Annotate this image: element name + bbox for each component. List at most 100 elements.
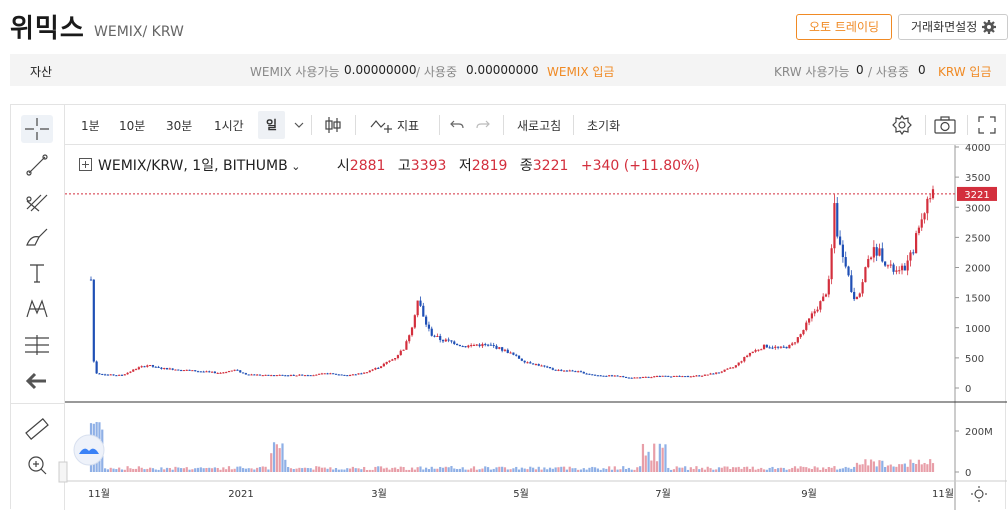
- redo-icon[interactable]: [475, 117, 491, 133]
- candle-body: [571, 370, 574, 372]
- pattern-icon: [26, 299, 48, 318]
- candle-body: [278, 374, 281, 376]
- volume-bar: [467, 469, 470, 472]
- volume-bar: [819, 469, 822, 472]
- collapse-handle: [58, 461, 68, 483]
- volume-bar: [760, 467, 763, 472]
- volume-bar: [796, 468, 799, 472]
- candle-body: [523, 360, 526, 363]
- candle-body: [712, 373, 715, 375]
- camera-icon[interactable]: [933, 115, 957, 135]
- volume-bar: [191, 469, 194, 472]
- candle-body: [858, 293, 861, 297]
- brush-tool[interactable]: [21, 223, 53, 251]
- volume-bar: [751, 466, 754, 472]
- ruler-icon: [25, 335, 49, 355]
- undo-icon[interactable]: [449, 117, 465, 133]
- volume-bar: [681, 467, 684, 472]
- volume-bar: [306, 468, 309, 472]
- reset-button[interactable]: 초기화: [587, 119, 621, 133]
- candle-body: [413, 315, 416, 328]
- volume-bar: [827, 467, 830, 472]
- candle-body: [103, 374, 107, 376]
- interval-30m[interactable]: 30분: [166, 119, 193, 133]
- volume-bar: [115, 469, 118, 472]
- toolbar-sep: [573, 115, 574, 135]
- candle-body: [647, 376, 650, 378]
- toolbar-sep: [967, 115, 968, 135]
- chevron-down-icon[interactable]: [293, 119, 305, 131]
- drawing-toolbar: [11, 105, 65, 510]
- screen-settings-button[interactable]: 거래화면설정: [898, 14, 1008, 40]
- measure-tool[interactable]: [21, 415, 53, 443]
- candle-body: [929, 198, 932, 200]
- text-tool[interactable]: [21, 259, 53, 287]
- fib-tool[interactable]: [21, 331, 53, 359]
- candle-body: [906, 260, 909, 271]
- volume-bar: [793, 466, 797, 472]
- volume-bar: [216, 467, 219, 472]
- candle-body: [582, 371, 585, 374]
- volume-bar: [461, 467, 464, 472]
- candle-body: [391, 359, 394, 361]
- interval-10m[interactable]: 10분: [119, 119, 146, 133]
- volume-bar: [591, 466, 594, 472]
- wemix-deposit-link[interactable]: WEMIX 입금: [547, 65, 615, 79]
- volume-bar: [239, 466, 242, 472]
- candle-body: [923, 213, 926, 220]
- zoom-tool[interactable]: [21, 451, 53, 479]
- volume-bar: [712, 469, 715, 472]
- volume-bar: [757, 468, 760, 472]
- legend-symbol[interactable]: WEMIX/KRW, 1일, BITHUMB: [98, 158, 288, 174]
- legend-expand-icon[interactable]: [79, 158, 92, 171]
- candle-body: [698, 375, 701, 377]
- volume-bar: [822, 467, 825, 472]
- volume-bar: [641, 443, 645, 472]
- krw-deposit-link[interactable]: KRW 입금: [938, 65, 992, 79]
- candle-body: [379, 366, 383, 368]
- volume-bar: [664, 444, 667, 472]
- crosshair-tool[interactable]: [21, 115, 53, 143]
- candle-body: [340, 374, 343, 376]
- indicator-icon[interactable]: [369, 115, 393, 135]
- volume-bar: [346, 468, 349, 472]
- volume-bar: [295, 468, 298, 472]
- price-chart[interactable]: 4000 3500 3000 2500 2000 1500 1000 500 0 200M 0 11월…: [11, 105, 1007, 510]
- volume-bar: [788, 469, 791, 472]
- gear-icon[interactable]: [891, 114, 913, 136]
- candle-body: [700, 375, 704, 377]
- candle-body: [678, 375, 681, 377]
- volume-bar: [579, 469, 583, 472]
- volume-bar: [509, 469, 512, 472]
- asset-bar: 자산 WEMIX 사용가능 0.00000000 / 사용중 0.0000000…: [10, 54, 1006, 86]
- candle-body: [681, 376, 684, 378]
- volume-bar: [593, 467, 597, 472]
- indicator-button[interactable]: 지표: [397, 119, 420, 133]
- interval-1h[interactable]: 1시간: [214, 119, 244, 133]
- candle-type-icon[interactable]: [323, 115, 343, 135]
- volume-bar: [202, 468, 205, 472]
- candle-body: [720, 371, 723, 373]
- candle-body: [574, 371, 577, 373]
- trendline-tool[interactable]: [21, 151, 53, 179]
- fullscreen-icon[interactable]: [977, 115, 997, 135]
- candle-body: [675, 375, 678, 377]
- interval-day[interactable]: 일: [258, 111, 286, 139]
- candle-body: [478, 344, 481, 347]
- volume-bar: [920, 464, 923, 472]
- back-tool[interactable]: [21, 367, 53, 395]
- volume-bar: [639, 466, 642, 472]
- toolbar-sep: [439, 115, 440, 135]
- candle-body: [520, 358, 523, 361]
- interval-1m[interactable]: 1분: [81, 119, 100, 133]
- pitchfork-tool[interactable]: [21, 187, 53, 215]
- volume-bar: [765, 469, 768, 472]
- pattern-tool[interactable]: [21, 295, 53, 323]
- volume-bar: [841, 468, 844, 472]
- auto-trading-button[interactable]: 오토 트레이딩: [796, 14, 892, 40]
- refresh-button[interactable]: 새로고침: [517, 119, 562, 133]
- volume-bar: [816, 467, 819, 472]
- candle-body: [377, 367, 380, 369]
- volume-bar: [230, 469, 233, 472]
- volume-bar: [588, 467, 591, 472]
